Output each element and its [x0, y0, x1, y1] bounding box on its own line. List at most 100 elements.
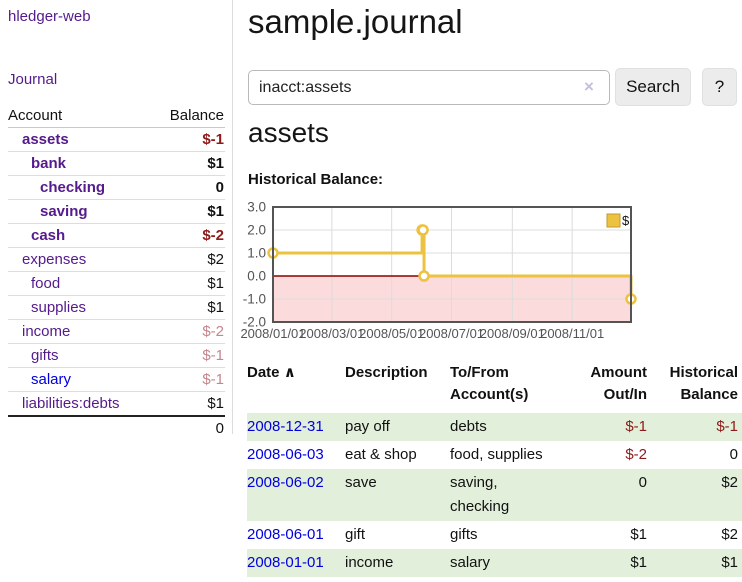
sidebar: hledger-web Journal Account Balance asse… [0, 0, 232, 582]
transaction-amount: $-2 [625, 446, 647, 463]
amount-column-label-line2: Out/In [603, 386, 647, 403]
column-header-description: Description [345, 358, 450, 413]
accounts-rows: assets $-1 bank $1 checking 0 saving $1 … [8, 128, 225, 415]
transaction-balance: $2 [721, 474, 738, 491]
transaction-accounts: food, supplies [450, 446, 543, 463]
account-link[interactable]: supplies [31, 299, 87, 316]
account-row: cash $-2 [8, 224, 225, 248]
accounts-total-row: 0 [8, 415, 225, 440]
column-header-tofrom: To/From Account(s) [450, 358, 560, 413]
account-balance: $1 [207, 395, 224, 412]
account-balance: $1 [207, 155, 224, 172]
account-link[interactable]: expenses [22, 251, 87, 268]
page-title: sample.journal [248, 3, 463, 40]
account-row: expenses $2 [8, 248, 225, 272]
balance-column-label-line1: Historical [669, 364, 738, 381]
register-table: Date ∧ Description To/From Account(s) Am… [247, 358, 742, 577]
chart-container: $3.0 2.0 1.0 0.0 -1.0 -2.0 2008/01/01 2008/03/0… [240, 200, 740, 349]
account-balance: $-1 [202, 347, 224, 364]
account-link[interactable]: liabilities:debts [22, 395, 120, 412]
account-balance: $-2 [202, 227, 224, 244]
account-link[interactable]: checking [40, 179, 106, 196]
account-balance: $-1 [202, 371, 224, 388]
account-link[interactable]: bank [31, 155, 67, 172]
transaction-date-link[interactable]: 2008-01-01 [247, 554, 324, 571]
transaction-balance: $2 [721, 526, 738, 543]
account-row: food $1 [8, 272, 225, 296]
account-link[interactable]: gifts [31, 347, 59, 364]
column-header-balance: Historical Balance [647, 358, 742, 413]
transaction-date-link[interactable]: 2008-12-31 [247, 418, 324, 435]
search-button[interactable]: Search [615, 68, 691, 106]
account-row: bank $1 [8, 152, 225, 176]
account-row: supplies $1 [8, 296, 225, 320]
transaction-date-link[interactable]: 2008-06-01 [247, 526, 324, 543]
register-row: 2008-06-01 gift gifts $1 $2 [247, 521, 742, 549]
account-link[interactable]: cash [31, 227, 66, 244]
transaction-date-link[interactable]: 2008-06-02 [247, 474, 324, 491]
column-header-date[interactable]: Date ∧ [247, 358, 345, 413]
account-balance: $1 [207, 203, 224, 220]
transaction-description: save [345, 474, 377, 491]
account-link[interactable]: assets [22, 131, 69, 148]
transaction-date-link[interactable]: 2008-06-03 [247, 446, 324, 463]
tofrom-column-label-line1: To/From [450, 364, 509, 381]
search-input[interactable] [248, 70, 610, 105]
svg-text:2.0: 2.0 [247, 223, 266, 238]
svg-text:0.0: 0.0 [247, 269, 266, 284]
account-row: saving $1 [8, 200, 225, 224]
balance-column-label-line2: Balance [680, 386, 738, 403]
account-link[interactable]: saving [40, 203, 88, 220]
transaction-description: income [345, 554, 394, 571]
transaction-accounts: debts [450, 418, 487, 435]
app-brand-link[interactable]: hledger-web [8, 8, 91, 25]
account-row: salary $-1 [8, 368, 225, 392]
account-balance: $1 [207, 299, 224, 316]
transaction-balance: 0 [729, 446, 738, 463]
account-link[interactable]: salary [31, 371, 72, 388]
svg-text:2008/03/01: 2008/03/01 [299, 326, 364, 341]
clear-search-icon[interactable]: × [584, 77, 594, 96]
register-row: 2008-06-02 save saving, checking 0 $2 [247, 469, 742, 521]
transaction-accounts: salary [450, 554, 491, 571]
svg-text:2008/07/01: 2008/07/01 [419, 326, 484, 341]
account-link[interactable]: food [31, 275, 61, 292]
transaction-description: gift [345, 526, 366, 543]
account-row: liabilities:debts $1 [8, 392, 225, 415]
transaction-accounts: saving, checking [450, 474, 510, 515]
account-balance: $2 [207, 251, 224, 268]
sidebar-item-journal[interactable]: Journal [8, 71, 58, 88]
accounts-table-header: Account Balance [8, 104, 225, 128]
account-row: income $-2 [8, 320, 225, 344]
register-header-row: Date ∧ Description To/From Account(s) Am… [247, 358, 742, 413]
svg-text:2008/11/01: 2008/11/01 [540, 326, 604, 341]
account-row: checking 0 [8, 176, 225, 200]
transaction-amount: $1 [630, 526, 647, 543]
register-row: 2008-06-03 eat & shop food, supplies $-2… [247, 441, 742, 469]
description-column-label: Description [345, 364, 428, 381]
tofrom-column-label-line2: Account(s) [450, 386, 529, 403]
account-balance: $-1 [202, 131, 224, 148]
account-link[interactable]: income [22, 323, 71, 340]
sidebar-divider [232, 0, 233, 434]
account-balance: 0 [215, 179, 224, 196]
transaction-description: eat & shop [345, 446, 417, 463]
register-row: 2008-12-31 pay off debts $-1 $-1 [247, 413, 742, 441]
help-button[interactable]: ? [702, 68, 737, 106]
svg-text:-2.0: -2.0 [243, 315, 266, 330]
balance-chart: $3.0 2.0 1.0 0.0 -1.0 -2.02008/01/012008/03/0… [240, 200, 637, 341]
transaction-balance: $-1 [716, 418, 738, 435]
transaction-amount: $1 [630, 554, 647, 571]
svg-text:2008/09/01: 2008/09/01 [480, 326, 545, 341]
accounts-column-label: Account [8, 107, 63, 124]
account-row: gifts $-1 [8, 344, 225, 368]
transaction-balance: $1 [721, 554, 738, 571]
chart-title: Historical Balance: [248, 171, 384, 188]
column-header-amount: Amount Out/In [560, 358, 647, 413]
account-balance: $1 [207, 275, 224, 292]
balance-column-label: Balance [169, 107, 224, 124]
amount-column-label-line1: Amount [590, 364, 647, 381]
svg-text:2008/01/01: 2008/01/01 [240, 326, 305, 341]
accounts-total-value: 0 [215, 420, 224, 437]
transaction-amount: $-1 [625, 418, 647, 435]
